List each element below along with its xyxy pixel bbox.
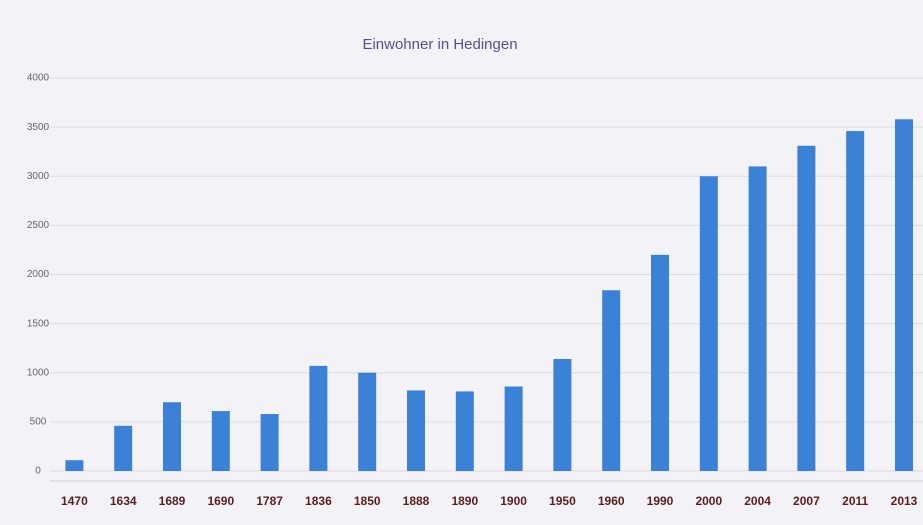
y-tick-label: 0 [35, 466, 41, 477]
y-tick-label: 1500 [27, 318, 50, 329]
x-tick-label: 2013 [891, 494, 918, 508]
x-tick-label: 1470 [61, 494, 88, 508]
bar [651, 254, 669, 471]
bar [309, 365, 328, 471]
bar [504, 386, 523, 471]
x-tick-label: 2004 [744, 494, 771, 508]
x-tick-label: 1900 [500, 494, 527, 508]
y-tick-label: 3500 [27, 122, 50, 133]
bar [407, 390, 425, 471]
bar [797, 145, 816, 472]
bar [65, 460, 84, 471]
x-tick-label: 1836 [305, 494, 332, 508]
bar [163, 402, 181, 471]
x-tick-label: 1690 [207, 494, 234, 508]
y-tick-label: 2000 [27, 269, 50, 280]
bar [114, 425, 133, 471]
bar [602, 290, 621, 471]
x-tick-label: 1890 [451, 494, 478, 508]
bar [358, 372, 377, 471]
bar [846, 131, 865, 471]
x-tick-label: 1888 [403, 494, 430, 508]
chart-title: Einwohner in Hedingen [362, 36, 517, 53]
x-tick-label: 2000 [695, 494, 722, 508]
bar [748, 166, 767, 472]
bar [553, 358, 572, 471]
x-tick-label: 1960 [598, 494, 625, 508]
x-tick-label: 2011 [842, 494, 868, 508]
bar [699, 176, 718, 471]
x-tick-label: 1990 [647, 494, 674, 508]
bar [455, 391, 474, 471]
y-tick-label: 4000 [27, 73, 50, 84]
x-tick-label: 2007 [793, 494, 820, 508]
x-tick-label: 1689 [159, 494, 186, 508]
y-tick-label: 1000 [27, 367, 50, 378]
x-tick-label: 1634 [110, 494, 137, 508]
bar [211, 411, 230, 471]
bar [260, 414, 279, 471]
x-tick-label: 1787 [256, 494, 283, 508]
x-tick-label: 1950 [549, 494, 576, 508]
y-tick-label: 500 [30, 417, 47, 428]
bar [895, 119, 913, 471]
y-tick-label: 2500 [27, 220, 50, 231]
y-tick-label: 3000 [27, 171, 50, 182]
x-tick-label: 1850 [354, 494, 381, 508]
